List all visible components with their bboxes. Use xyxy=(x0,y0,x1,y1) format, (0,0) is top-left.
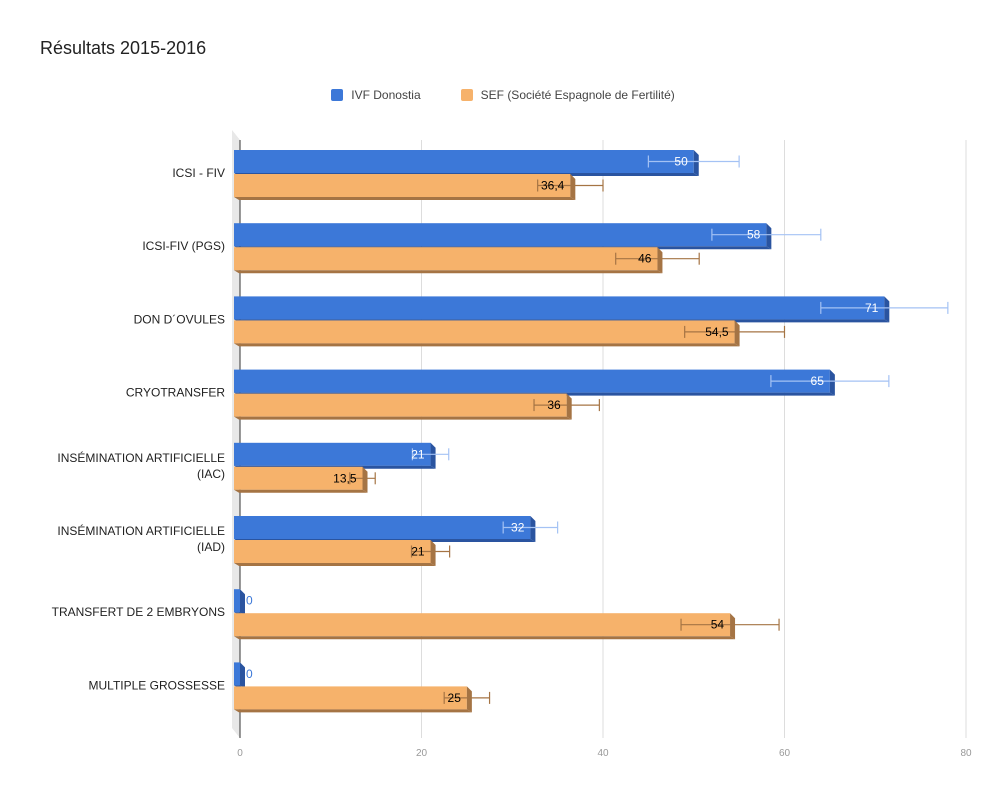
data-label: 36 xyxy=(547,398,561,412)
bar xyxy=(234,150,694,173)
category-group: TRANSFERT DE 2 EMBRYONS 0 54 xyxy=(52,589,780,640)
bar-side xyxy=(884,296,890,323)
legend-swatch-sef xyxy=(460,89,473,101)
data-label: 32 xyxy=(511,521,525,535)
category-group: INSÉMINATION ARTIFICIELLE (IAD) 32 21 xyxy=(57,516,559,566)
category-group: DON D´OVULES 71 54,5 xyxy=(134,296,949,347)
bar xyxy=(234,442,431,466)
data-label: 36,4 xyxy=(541,179,565,193)
legend-swatch-ivf-donostia xyxy=(331,89,344,101)
bar-bottom xyxy=(234,270,663,274)
category-label-line: ICSI - FIV xyxy=(172,166,225,180)
x-tick-label: 40 xyxy=(597,748,609,759)
category-label-line: MULTIPLE GROSSESSE xyxy=(89,678,225,692)
data-label: 0 xyxy=(246,667,253,681)
category-label-line: CRYOTRANSFER xyxy=(126,386,225,400)
bar-side xyxy=(693,150,699,176)
bar-bottom xyxy=(234,197,576,200)
bar xyxy=(234,296,885,320)
x-tick-label: 20 xyxy=(416,748,428,759)
bar-side xyxy=(530,516,536,542)
category-group: ICSI-FIV (PGS) 58 46 xyxy=(142,223,822,274)
category-group: ICSI - FIV 50 36,4 xyxy=(172,150,740,200)
category-group: INSÉMINATION ARTIFICIELLE (IAC) 21 13,5 xyxy=(57,442,450,493)
bar xyxy=(234,662,240,686)
bar xyxy=(234,247,658,271)
data-label: 71 xyxy=(865,301,879,315)
data-label: 13,5 xyxy=(333,471,357,485)
legend-label-ivf-donostia: IVF Donostia xyxy=(351,88,421,102)
category-label-line: (IAD) xyxy=(197,540,225,554)
data-label: 46 xyxy=(638,252,652,266)
category-label-line: INSÉMINATION ARTIFICIELLE xyxy=(57,450,225,465)
bar-side xyxy=(566,393,572,420)
data-label: 54,5 xyxy=(705,325,729,339)
data-label: 0 xyxy=(246,594,253,608)
bar xyxy=(234,393,567,417)
bar xyxy=(234,516,531,539)
data-label: 21 xyxy=(411,545,425,559)
category-label: INSÉMINATION ARTIFICIELLE (IAD) xyxy=(57,523,225,554)
bar-side xyxy=(734,320,740,347)
category-label: TRANSFERT DE 2 EMBRYONS xyxy=(52,605,225,619)
bar-bottom xyxy=(234,636,736,640)
chart-title: Résultats 2015-2016 xyxy=(40,38,207,58)
bar-side xyxy=(570,174,576,200)
bar xyxy=(234,589,240,613)
category-group: CRYOTRANSFER 65 36 xyxy=(126,369,890,420)
bar xyxy=(234,466,363,490)
data-label: 25 xyxy=(448,691,462,705)
bar-side xyxy=(730,613,736,640)
category-label: DON D´OVULES xyxy=(134,312,225,326)
bar-bottom xyxy=(234,343,740,347)
bar-side xyxy=(829,369,835,396)
bar-bottom xyxy=(234,489,368,493)
bar xyxy=(234,613,731,637)
category-label-line: ICSI-FIV (PGS) xyxy=(142,239,225,253)
bar-side xyxy=(657,247,663,274)
category-label-line: INSÉMINATION ARTIFICIELLE xyxy=(57,523,225,538)
bar xyxy=(234,320,735,344)
category-label-line: (IAC) xyxy=(197,467,225,481)
bar-side xyxy=(766,223,772,250)
legend-label-sef: SEF (Société Espagnole de Fertilité) xyxy=(480,88,675,102)
data-label: 50 xyxy=(674,155,688,169)
category-label-line: DON D´OVULES xyxy=(134,312,225,326)
bar-bottom xyxy=(234,709,472,713)
bar-side xyxy=(240,589,245,616)
bar xyxy=(234,223,767,247)
axis-wall xyxy=(232,130,240,738)
bar-bottom xyxy=(234,563,436,566)
category-group: MULTIPLE GROSSESSE 0 25 xyxy=(89,662,491,713)
data-label: 58 xyxy=(747,228,761,242)
category-label: CRYOTRANSFER xyxy=(126,386,225,400)
bar-side xyxy=(430,442,436,469)
data-label: 54 xyxy=(711,618,725,632)
bar xyxy=(234,686,467,710)
bar-side xyxy=(362,466,368,493)
x-tick-label: 80 xyxy=(960,748,972,759)
bar xyxy=(234,540,431,563)
x-tick-label: 0 xyxy=(237,748,243,759)
bar-side xyxy=(430,540,436,566)
x-tick-label: 60 xyxy=(779,748,791,759)
category-label-line: TRANSFERT DE 2 EMBRYONS xyxy=(52,605,225,619)
bar-side xyxy=(240,662,245,689)
category-label: MULTIPLE GROSSESSE xyxy=(89,678,225,692)
legend-item-sef[interactable]: SEF (Société Espagnole de Fertilité) xyxy=(460,88,675,102)
legend-item-ivf-donostia[interactable]: IVF Donostia xyxy=(331,88,421,102)
category-label: ICSI - FIV xyxy=(172,166,225,180)
bar xyxy=(234,174,571,197)
legend: IVF Donostia SEF (Société Espagnole de F… xyxy=(0,88,1006,102)
bar-side xyxy=(466,686,472,713)
data-label: 21 xyxy=(411,447,425,461)
bar-bottom xyxy=(234,416,572,420)
category-label: ICSI-FIV (PGS) xyxy=(142,239,225,253)
category-label: INSÉMINATION ARTIFICIELLE (IAC) xyxy=(57,450,225,481)
data-label: 65 xyxy=(811,374,825,388)
bar xyxy=(234,369,830,393)
